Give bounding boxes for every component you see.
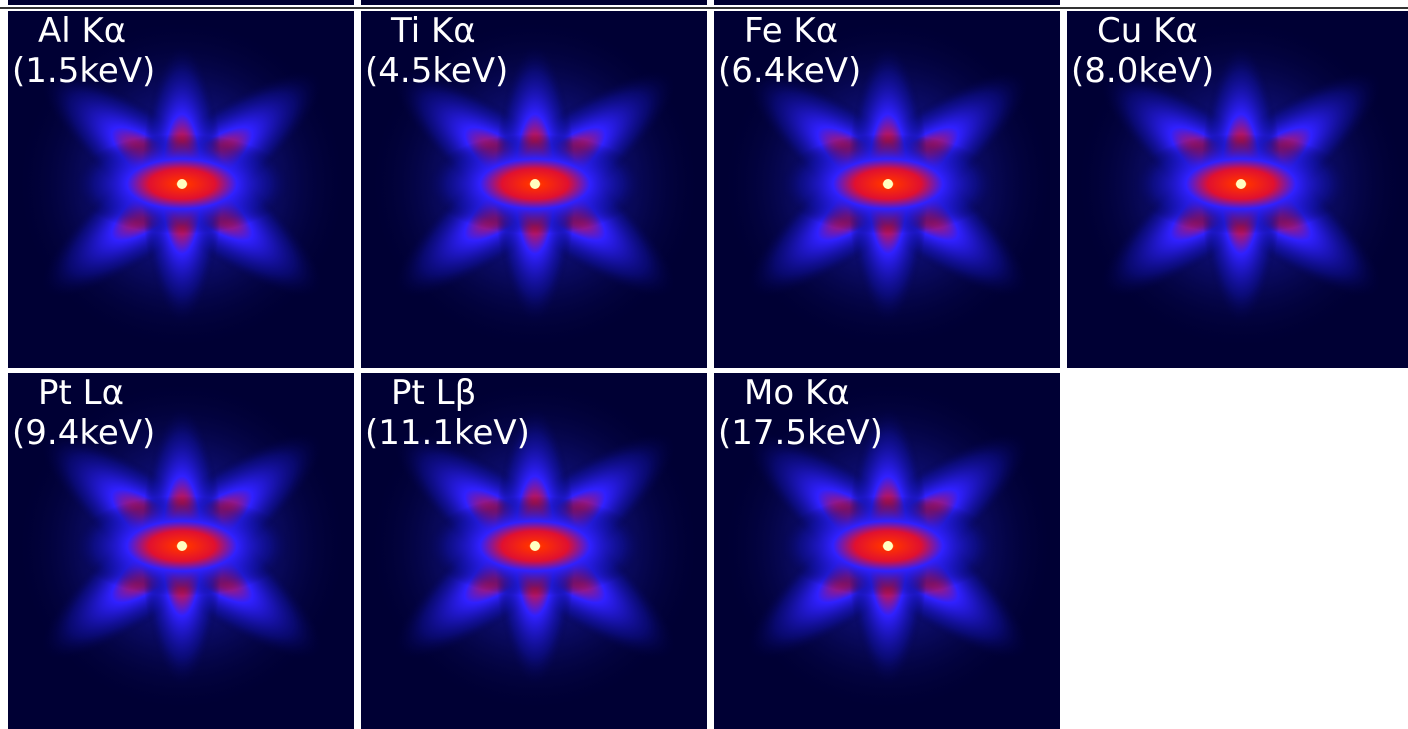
hot-spot: [883, 179, 893, 189]
panel-energy: (9.4keV): [12, 413, 155, 453]
panel-line: Cu Kα: [1097, 11, 1198, 51]
hot-spot: [530, 541, 540, 551]
hot-spot: [1236, 179, 1246, 189]
panel-energy: (11.1keV): [365, 413, 530, 453]
hot-spot: [177, 541, 187, 551]
panel-energy: (6.4keV): [718, 51, 861, 91]
panel: Mo Kα(17.5keV): [714, 373, 1060, 729]
cropped-panel: [714, 0, 1060, 5]
figure: Al Kα(1.5keV)Ti Kα(4.5keV)Fe Kα(6.4keV)C…: [0, 0, 1408, 729]
panel: Cu Kα(8.0keV): [1067, 11, 1408, 368]
panel-line: Al Kα: [38, 11, 126, 51]
cropped-panel: [361, 0, 707, 5]
panel-energy: (17.5keV): [718, 413, 883, 453]
panel-line: Mo Kα: [744, 373, 850, 413]
panel-line: Pt Lα: [38, 373, 124, 413]
panel: Al Kα(1.5keV): [8, 11, 354, 368]
panel: Pt Lβ(11.1keV): [361, 373, 707, 729]
panel-line: Fe Kα: [744, 11, 838, 51]
panel-line: Ti Kα: [390, 11, 476, 51]
panel-energy: (8.0keV): [1071, 51, 1214, 91]
panel: Pt Lα(9.4keV): [8, 373, 354, 729]
panel: Fe Kα(6.4keV): [714, 11, 1060, 368]
panel-energy: (1.5keV): [12, 51, 155, 91]
page: {"panels": [ {"line": "Al Kα", "energy":…: [0, 0, 1408, 729]
cropped-panel: [8, 0, 354, 5]
panel-energy: (4.5keV): [365, 51, 508, 91]
hot-spot: [530, 179, 540, 189]
hot-spot: [883, 541, 893, 551]
panel-line: Pt Lβ: [391, 373, 476, 413]
hot-spot: [177, 179, 187, 189]
panel: Ti Kα(4.5keV): [361, 11, 707, 368]
